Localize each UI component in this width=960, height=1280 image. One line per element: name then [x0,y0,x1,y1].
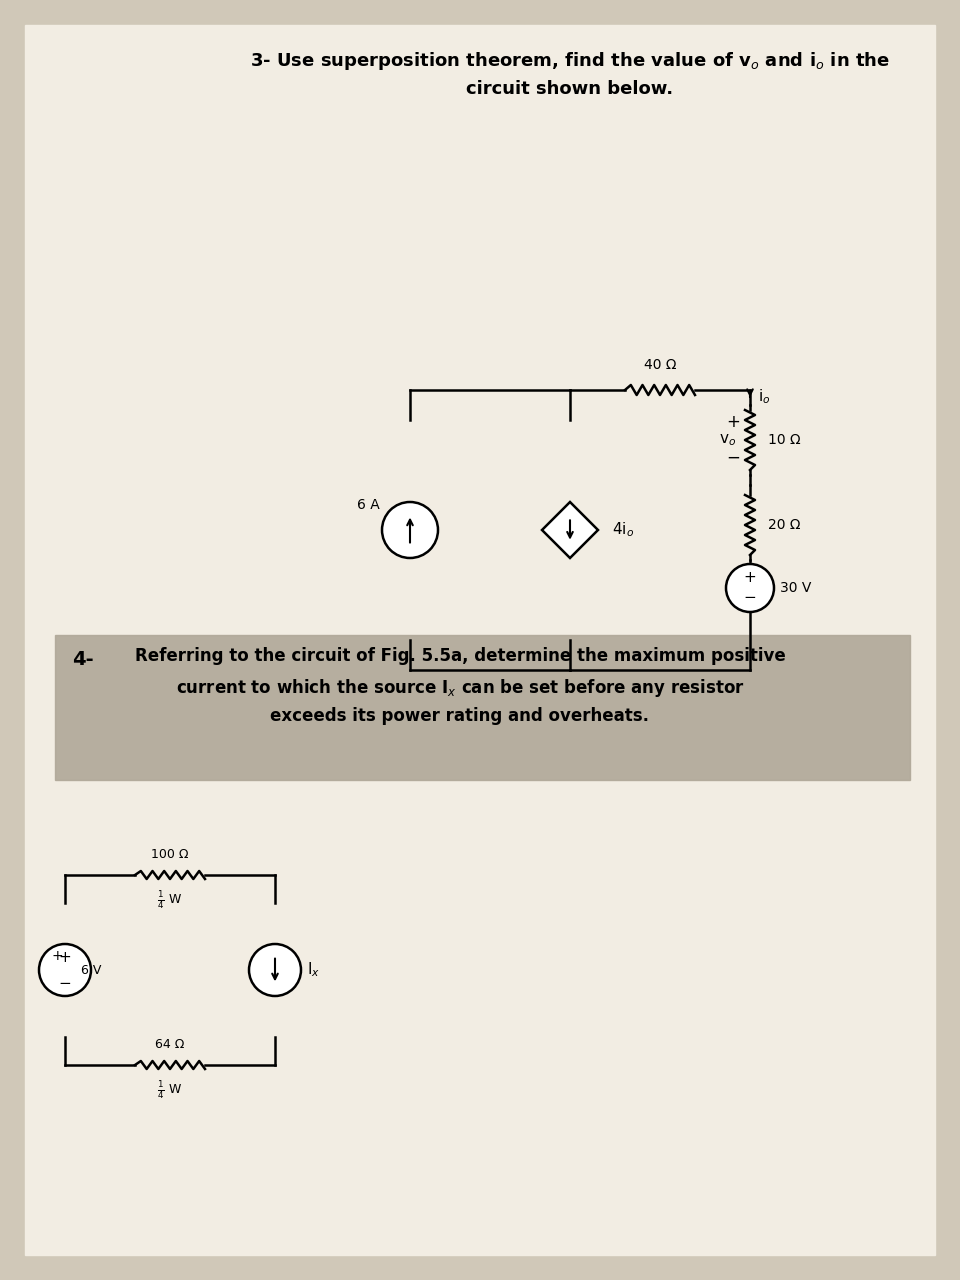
Text: 20 Ω: 20 Ω [768,518,801,532]
Text: 100 Ω: 100 Ω [152,847,189,861]
Bar [55,635,910,780]
Text: I$_x$: I$_x$ [307,961,320,979]
Text: 6 V: 6 V [81,965,102,978]
Text: −: − [744,590,756,605]
Text: $\frac{1}{4}$ W: $\frac{1}{4}$ W [157,1079,182,1101]
Text: current to which the source I$_x$ can be set before any resistor: current to which the source I$_x$ can be… [176,677,744,699]
Text: 6 A: 6 A [356,498,379,512]
Text: +: + [59,950,71,965]
Text: 4i$_o$: 4i$_o$ [612,521,635,539]
Text: 64 Ω: 64 Ω [156,1038,184,1051]
Text: 10 Ω: 10 Ω [768,433,801,447]
Circle shape [39,945,91,996]
Circle shape [726,564,774,612]
Text: exceeds its power rating and overheats.: exceeds its power rating and overheats. [271,707,650,724]
Text: i$_o$: i$_o$ [758,388,771,406]
Text: 4-: 4- [72,650,94,669]
Text: +: + [51,948,62,963]
Text: Referring to the circuit of Fig. 5.5a, determine the maximum positive: Referring to the circuit of Fig. 5.5a, d… [134,646,785,666]
Circle shape [249,945,301,996]
Text: v$_o$: v$_o$ [719,433,736,448]
Text: −: − [726,449,740,467]
Text: 3- Use superposition theorem, find the value of v$_o$ and i$_o$ in the: 3- Use superposition theorem, find the v… [250,50,890,72]
Text: 30 V: 30 V [780,581,811,595]
Polygon shape [542,502,598,558]
Text: 40 Ω: 40 Ω [644,358,676,372]
Text: circuit shown below.: circuit shown below. [467,79,674,99]
Text: +: + [726,413,740,431]
Text: −: − [59,975,71,991]
Text: +: + [744,571,756,585]
Circle shape [382,502,438,558]
Text: $\frac{1}{4}$ W: $\frac{1}{4}$ W [157,890,182,911]
